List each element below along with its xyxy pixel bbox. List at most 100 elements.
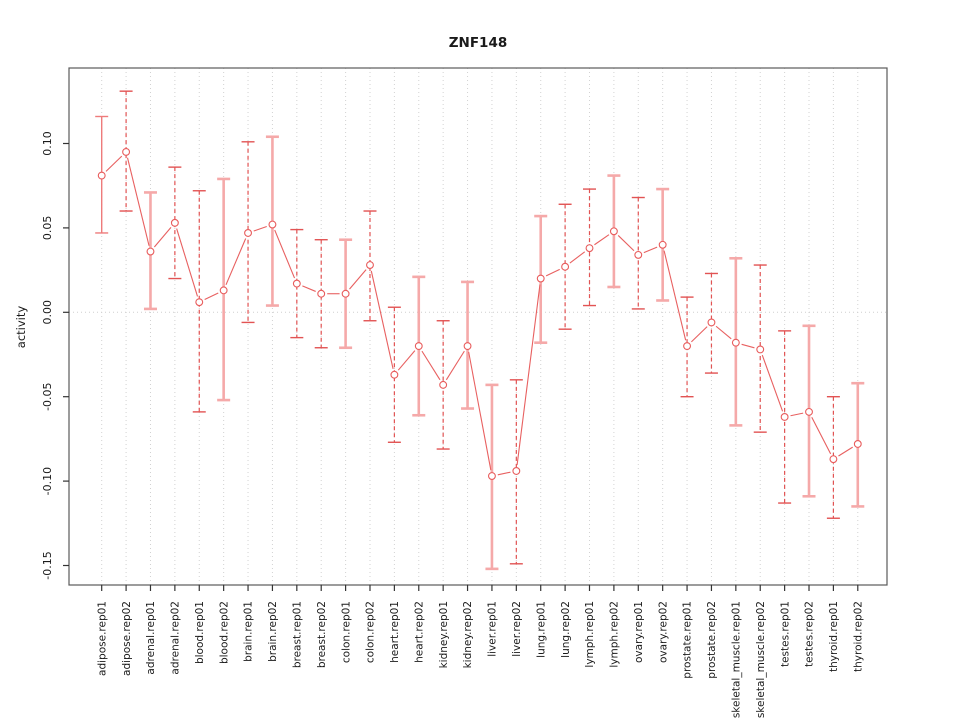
data-point (366, 261, 374, 269)
x-tick-label: heart.rep01 (389, 601, 401, 663)
x-tick-label: adrenal.rep02 (170, 601, 182, 675)
connector-segment (176, 228, 199, 297)
x-tick-label: adrenal.rep01 (145, 601, 157, 675)
connector-segment (421, 350, 441, 381)
connector-segment (370, 270, 394, 370)
data-point (634, 250, 643, 259)
x-tick-label: lymph.rep01 (584, 601, 596, 668)
x-tick-label: testes.rep01 (779, 601, 791, 667)
x-tick-label: lung.rep01 (535, 601, 547, 658)
connector-segment (253, 225, 267, 232)
y-axis-title: activity (14, 306, 28, 349)
connector-segment (397, 350, 416, 371)
error-bar (168, 166, 182, 280)
x-tick-label: kidney.rep02 (462, 601, 474, 668)
x-tick-label: skeletal_muscle.rep01 (731, 601, 743, 718)
error-bar (826, 396, 840, 519)
connector-segment (690, 326, 708, 343)
data-point (829, 455, 838, 464)
data-point (683, 342, 692, 351)
x-tick-label: blood.rep02 (218, 601, 230, 664)
grid-layer (69, 68, 887, 585)
data-point (170, 218, 179, 227)
data-point (122, 147, 131, 156)
y-tick-label: -0.10 (41, 467, 54, 495)
error-bar (192, 190, 206, 413)
error-bar (290, 228, 304, 339)
x-tick-label: brain.rep02 (267, 601, 279, 662)
data-point (536, 274, 545, 283)
x-tick-label: liver.rep01 (487, 601, 499, 657)
error-bar (241, 141, 255, 324)
data-point (268, 220, 277, 229)
data-point (585, 244, 594, 253)
x-tick-label: liver.rep02 (511, 601, 523, 657)
data-point (561, 262, 570, 271)
data-point (731, 338, 740, 347)
connector-segment (274, 229, 296, 279)
data-point (195, 298, 204, 307)
y-tick-label: 0.10 (41, 131, 54, 156)
error-bar (363, 210, 377, 322)
x-tick-label: blood.rep01 (194, 601, 206, 664)
connector-segment (811, 416, 832, 455)
x-tick-label: adipose.rep02 (121, 601, 133, 676)
y-tick-label: -0.05 (41, 382, 54, 410)
data-point (707, 318, 716, 327)
y-tick-label: 0.00 (41, 300, 54, 325)
connector-segment (761, 354, 784, 412)
data-point (439, 380, 448, 389)
error-bar (631, 196, 645, 310)
data-point (146, 247, 155, 256)
x-tick-label: testes.rep02 (804, 601, 816, 667)
connector-segment (445, 350, 465, 381)
connector-segment (663, 250, 687, 341)
x-tick-label: thyroid.rep01 (828, 601, 840, 672)
connector-segment (838, 446, 853, 457)
connector-segment (302, 285, 316, 292)
data-point (780, 413, 789, 421)
connector-segment (569, 251, 586, 264)
connector-segment (349, 269, 367, 290)
connector-segment (126, 157, 150, 246)
plot-border (68, 67, 888, 586)
connector-segment (105, 155, 123, 172)
data-point (317, 289, 326, 298)
error-bar (314, 239, 328, 349)
x-tick-label: kidney.rep01 (438, 601, 450, 668)
y-tick-label: 0.05 (41, 216, 54, 241)
x-tick-label: ovary.rep02 (657, 601, 669, 663)
x-tick-label: brain.rep01 (243, 601, 255, 662)
connector-segment (468, 351, 492, 471)
data-point (853, 440, 862, 448)
x-tick-label: breast.rep01 (291, 601, 303, 668)
data-point (487, 472, 496, 480)
connector-segment (594, 234, 610, 246)
data-point (658, 240, 667, 249)
x-tick-label: lung.rep02 (560, 601, 572, 658)
error-bar (753, 264, 767, 433)
x-tick-label: heart.rep02 (413, 601, 425, 663)
data-point (609, 227, 618, 236)
connector-segment (225, 238, 247, 286)
x-tick-label: prostate.rep01 (682, 601, 694, 679)
connector-segment (497, 471, 511, 476)
x-tick-label: adipose.rep01 (96, 601, 108, 676)
data-point (341, 289, 350, 298)
x-tick-label: prostate.rep02 (706, 601, 718, 679)
data-point (756, 345, 765, 354)
data-point (463, 342, 472, 351)
x-tick-label: colon.rep02 (365, 601, 377, 663)
data-point (805, 407, 813, 416)
data-series (95, 90, 865, 571)
connector-segment (617, 235, 635, 252)
connector-segment (715, 325, 732, 340)
connector-segment (790, 412, 804, 417)
connector-segment (204, 292, 219, 301)
error-bar (387, 306, 401, 443)
connector-segment (741, 343, 755, 349)
x-tick-label: colon.rep01 (340, 601, 352, 663)
axes-layer: 0.10 0.05 0.00 -0.05 -0.10 -0.15 adipose.rep01… (41, 67, 888, 718)
data-point (97, 171, 106, 180)
